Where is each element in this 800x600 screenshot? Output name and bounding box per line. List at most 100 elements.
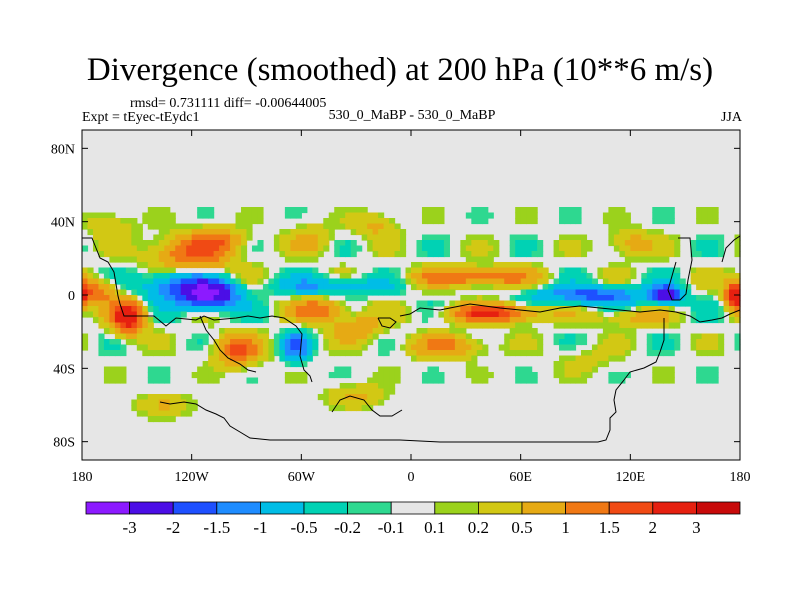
field-cell [306,295,313,302]
field-cell [608,339,615,346]
field-cell [421,234,429,241]
field-cell [712,300,719,307]
field-cell [186,284,193,291]
field-cell [438,344,445,351]
field-cell [526,295,533,302]
field-cell [531,284,538,291]
field-cell [432,278,440,285]
field-cell [158,234,165,241]
field-cell [608,267,615,274]
field-cell [383,311,390,318]
field-cell [164,394,171,401]
field-cell [169,273,176,280]
field-cell [279,355,286,362]
field-cell [597,295,604,302]
field-cell [586,355,593,362]
field-cell [526,311,533,318]
field-cell [120,273,127,280]
field-cell [564,372,571,379]
field-cell [454,322,461,329]
field-cell [652,306,659,313]
field-cell [378,328,385,335]
field-cell [509,240,516,247]
field-cell [542,295,549,302]
field-cell [328,317,335,324]
field-cell [169,306,176,313]
field-cell [580,333,588,340]
field-cell [284,311,291,318]
field-cell [279,333,286,340]
colorbar-swatch [696,501,741,515]
field-cell [175,284,182,291]
field-cell [734,344,741,351]
field-cell [164,267,171,274]
field-cell [361,317,368,324]
field-cell [432,273,440,280]
field-cell [487,278,494,285]
field-cell [526,322,533,329]
field-cell [443,278,450,285]
field-cell [82,311,89,318]
field-cell [153,207,160,214]
field-cell [454,350,461,357]
field-cell [460,278,467,285]
field-cell [383,223,390,230]
field-cell [158,207,165,214]
field-cell [564,240,571,247]
field-cell [559,355,566,362]
colorbar-swatch [85,501,130,515]
field-cell [147,344,154,351]
field-cell [367,223,374,230]
field-cell [323,344,330,351]
field-cell [465,262,472,269]
field-cell [158,212,165,219]
field-cell [136,229,143,236]
field-cell [515,311,522,318]
field-cell [580,278,588,285]
field-cell [109,245,116,252]
field-cell [202,212,209,219]
field-cell [427,311,434,318]
field-cell [235,355,242,362]
field-cell [169,410,176,417]
field-cell [635,322,642,329]
field-cell [361,399,368,406]
field-cell [82,344,89,351]
field-cell [674,295,681,302]
field-cell [334,394,341,401]
field-cell [191,399,198,406]
field-cell [208,344,215,351]
field-cell [421,344,429,351]
field-cell [619,278,626,285]
field-cell [526,339,533,346]
field-cell [109,234,116,241]
field-cell [690,344,697,351]
field-cell [378,394,385,401]
field-cell [416,284,423,291]
field-cell [690,339,697,346]
field-cell [131,240,138,247]
field-cell [482,284,489,291]
x-tick-label: 0 [408,470,415,485]
field-cell [328,405,335,412]
field-cell [696,372,703,379]
field-cell [109,322,116,329]
field-cell [284,240,291,247]
field-cell [361,223,368,230]
field-cell [449,289,456,296]
field-cell [224,300,231,307]
field-cell [147,207,154,214]
field-cell [597,289,604,296]
field-cell [208,212,215,219]
field-cell [482,322,489,329]
field-cell [570,344,577,351]
field-cell [164,306,171,313]
field-cell [548,284,555,291]
field-cell [158,273,165,280]
field-cell [657,289,664,296]
field-cell [372,229,379,236]
field-cell [131,311,138,318]
field-cell [520,234,527,241]
field-cell [103,339,111,346]
field-cell [586,350,593,357]
